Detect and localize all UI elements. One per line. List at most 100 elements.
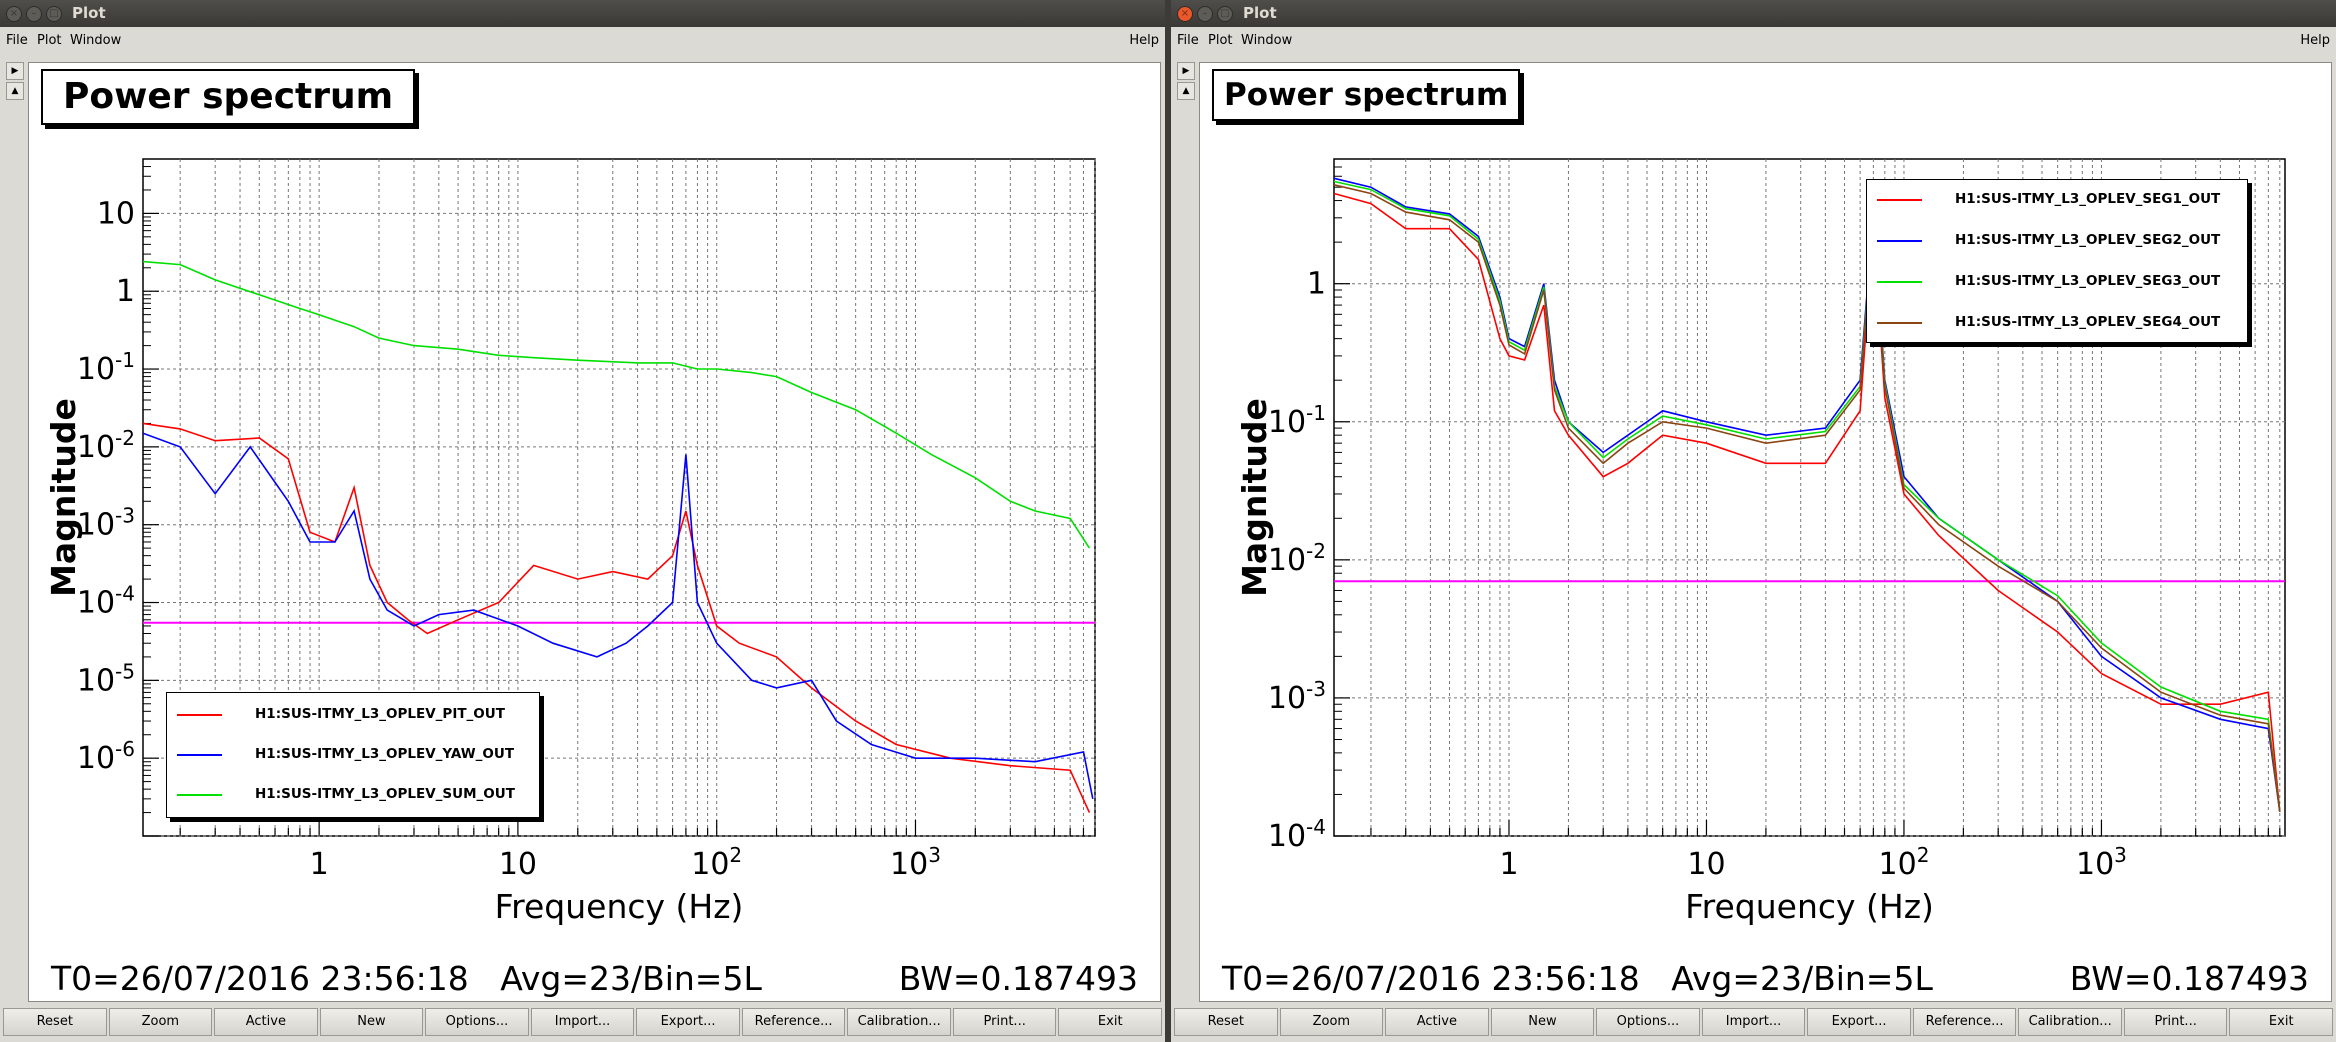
arrow-right-icon[interactable]: ▶	[6, 62, 24, 80]
close-icon[interactable]: ×	[1177, 6, 1193, 22]
series-line-1	[142, 422, 1091, 813]
legend-entry-seg1: H1:SUS-ITMY_L3_OPLEV_SEG1_OUT	[1867, 190, 2247, 210]
title-bar[interactable]: × – □ Plot	[1171, 0, 2336, 27]
legend-entry-seg4: H1:SUS-ITMY_L3_OPLEV_SEG4_OUT	[1867, 313, 2247, 333]
y-tick-label: 10-4	[77, 582, 135, 621]
legend-swatch	[1877, 281, 1922, 283]
close-icon[interactable]: ×	[6, 6, 22, 22]
power-spectrum-chart[interactable]: 1 10 102 103 10 1 10-1 10-2 10-3 10-4 10-5 10-6 Freq…	[29, 63, 1160, 1001]
minimize-icon[interactable]: –	[1197, 6, 1213, 22]
menu-help[interactable]: Help	[2300, 33, 2330, 48]
series-line-3	[1333, 180, 2281, 812]
legend-swatch	[177, 754, 222, 756]
x-axis-label: Frequency (Hz)	[495, 887, 744, 926]
y-tick-label: 10-3	[77, 504, 135, 543]
footer-bandwidth: BW=0.187493	[2069, 959, 2309, 998]
reset-button[interactable]: Reset	[3, 1008, 107, 1036]
y-tick-label: 10-5	[77, 659, 135, 698]
menu-file[interactable]: File	[6, 33, 28, 48]
options-button[interactable]: Options...	[425, 1008, 529, 1036]
arrow-up-icon[interactable]: ▲	[6, 82, 24, 100]
exit-button[interactable]: Exit	[1058, 1008, 1163, 1036]
title-bar[interactable]: × – □ Plot	[0, 0, 1165, 27]
footer-info: T0=26/07/2016 23:56:18 Avg=23/Bin=5L	[1222, 959, 1933, 998]
legend-swatch	[1877, 199, 1922, 201]
legend-swatch	[177, 794, 222, 796]
plot-title: Power spectrum	[41, 69, 416, 125]
arrow-right-icon[interactable]: ▶	[1177, 62, 1195, 80]
new-button[interactable]: New	[1490, 1008, 1595, 1036]
window-title: Plot	[1243, 4, 1277, 22]
legend-swatch	[1877, 240, 1922, 242]
maximize-icon[interactable]: □	[46, 6, 62, 22]
x-tick-label: 1	[310, 847, 329, 882]
plot-canvas[interactable]: 1 10 102 103 10 1 10-1 10-2 10-3 10-4 10-5 10-6 Freq…	[28, 62, 1161, 1002]
active-button[interactable]: Active	[1385, 1008, 1489, 1036]
series-line-4	[1333, 184, 2281, 812]
y-tick-label: 1	[116, 274, 135, 309]
print-button[interactable]: Print...	[2123, 1008, 2228, 1036]
chart-legend: H1:SUS-ITMY_L3_OPLEV_PIT_OUT H1:SUS-ITMY…	[166, 692, 540, 818]
x-tick-label: 103	[2076, 843, 2127, 882]
legend-entry-sum: H1:SUS-ITMY_L3_OPLEV_SUM_OUT	[167, 785, 539, 805]
menu-plot[interactable]: Plot	[37, 33, 62, 48]
legend-swatch	[177, 714, 222, 716]
reset-button[interactable]: Reset	[1174, 1008, 1278, 1036]
y-tick-label: 10-4	[1268, 815, 1326, 854]
y-tick-label: 1	[1307, 267, 1326, 302]
y-axis-label: Magnitude	[44, 398, 83, 597]
export-button[interactable]: Export...	[1807, 1008, 1911, 1036]
calibration-button[interactable]: Calibration...	[2018, 1008, 2122, 1036]
menu-plot[interactable]: Plot	[1208, 33, 1233, 48]
y-axis-label: Magnitude	[1235, 398, 1274, 597]
zoom-button[interactable]: Zoom	[108, 1008, 213, 1036]
zoom-button[interactable]: Zoom	[1279, 1008, 1384, 1036]
y-tick-label: 10-1	[1268, 401, 1326, 440]
plot-window-right: × – □ Plot File Plot Window Help ▶ ▲ 1 10…	[1171, 0, 2336, 1042]
options-button[interactable]: Options...	[1596, 1008, 1700, 1036]
x-tick-label: 102	[691, 843, 742, 882]
import-button[interactable]: Import...	[530, 1008, 635, 1036]
button-bar: Reset Zoom Active New Options... Import.…	[0, 1007, 1165, 1037]
y-tick-label: 10-2	[1268, 539, 1326, 578]
y-tick-label: 10-2	[77, 426, 135, 465]
legend-entry-pit: H1:SUS-ITMY_L3_OPLEV_PIT_OUT	[167, 705, 539, 725]
menu-bar: File Plot Window Help	[1171, 27, 2336, 53]
series-line-2	[1333, 177, 2281, 812]
menu-window[interactable]: Window	[1241, 33, 1293, 48]
new-button[interactable]: New	[319, 1008, 424, 1036]
print-button[interactable]: Print...	[952, 1008, 1057, 1036]
reference-button[interactable]: Reference...	[1912, 1008, 2017, 1036]
exit-button[interactable]: Exit	[2229, 1008, 2334, 1036]
menu-help[interactable]: Help	[1129, 33, 1159, 48]
maximize-icon[interactable]: □	[1217, 6, 1233, 22]
menu-window[interactable]: Window	[70, 33, 122, 48]
y-tick-label: 10	[97, 196, 135, 231]
arrow-up-icon[interactable]: ▲	[1177, 82, 1195, 100]
series-line-2	[142, 432, 1094, 800]
footer-info: T0=26/07/2016 23:56:18 Avg=23/Bin=5L	[51, 959, 762, 998]
import-button[interactable]: Import...	[1701, 1008, 1806, 1036]
legend-entry-seg3: H1:SUS-ITMY_L3_OPLEV_SEG3_OUT	[1867, 272, 2247, 292]
series-line-3	[142, 260, 1091, 549]
plot-footer: T0=26/07/2016 23:56:18 Avg=23/Bin=5L BW=…	[29, 959, 1160, 999]
x-tick-label: 102	[1879, 843, 1930, 882]
minimize-icon[interactable]: –	[26, 6, 42, 22]
legend-swatch	[1877, 322, 1922, 324]
footer-bandwidth: BW=0.187493	[898, 959, 1138, 998]
chart-legend: H1:SUS-ITMY_L3_OPLEV_SEG1_OUT H1:SUS-ITM…	[1866, 179, 2248, 343]
x-tick-label: 103	[890, 843, 941, 882]
x-axis-label: Frequency (Hz)	[1685, 887, 1934, 926]
calibration-button[interactable]: Calibration...	[847, 1008, 951, 1036]
series-line-1	[1333, 192, 2281, 812]
x-tick-label: 10	[499, 847, 537, 882]
menu-bar: File Plot Window Help	[0, 27, 1165, 53]
reference-button[interactable]: Reference...	[741, 1008, 846, 1036]
menu-file[interactable]: File	[1177, 33, 1199, 48]
button-bar: Reset Zoom Active New Options... Import.…	[1171, 1007, 2336, 1037]
active-button[interactable]: Active	[214, 1008, 318, 1036]
plot-window-left: × – □ Plot File Plot Window Help ▶ ▲ 1 10…	[0, 0, 1165, 1042]
plot-canvas[interactable]: 1 10 102 103 1 10-1 10-2 10-3 10-4 Frequency (Hz)…	[1199, 62, 2332, 1002]
export-button[interactable]: Export...	[636, 1008, 740, 1036]
legend-entry-yaw: H1:SUS-ITMY_L3_OPLEV_YAW_OUT	[167, 745, 539, 765]
